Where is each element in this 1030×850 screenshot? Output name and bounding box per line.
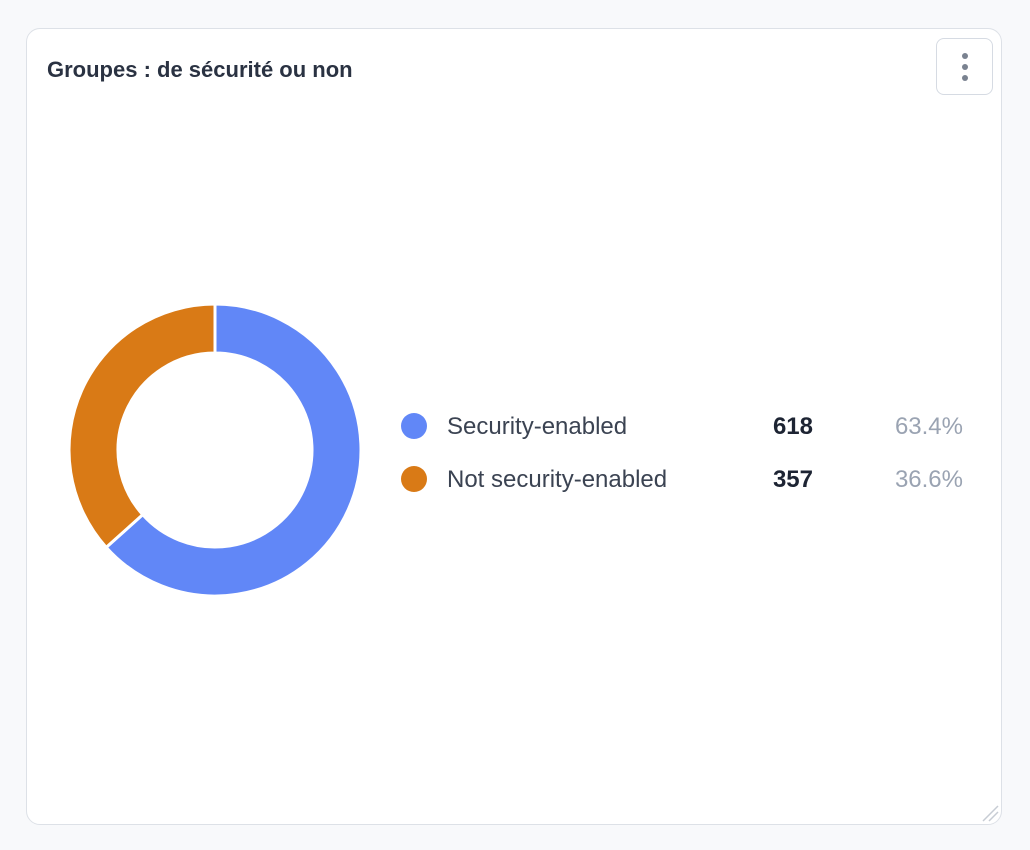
legend-label: Not security-enabled	[447, 466, 668, 493]
donut-slice-security-enabled[interactable]	[104, 302, 363, 598]
legend-value: 357	[772, 466, 813, 493]
chart-card: Groupes : de sécurité ou non Security-en…	[26, 28, 1002, 825]
legend-swatch-not-security-enabled	[401, 466, 427, 492]
donut-chart	[67, 302, 363, 598]
legend-item-security-enabled[interactable]: Security-enabled 618 63.4%	[401, 409, 971, 443]
legend-percent: 63.4%	[894, 413, 963, 440]
donut-slice-not-security-enabled[interactable]	[67, 302, 217, 550]
card-title: Groupes : de sécurité ou non	[47, 57, 353, 82]
resize-handle-icon[interactable]	[979, 802, 999, 822]
legend-item-not-security-enabled[interactable]: Not security-enabled 357 36.6%	[401, 462, 971, 496]
legend-label: Security-enabled	[447, 413, 628, 440]
more-options-button[interactable]	[936, 38, 993, 95]
more-vertical-icon-dot	[962, 64, 968, 70]
legend-value: 618	[772, 413, 813, 440]
more-vertical-icon	[962, 53, 968, 59]
legend-percent: 36.6%	[894, 466, 963, 493]
more-vertical-icon-dot	[962, 75, 968, 81]
legend-swatch-security-enabled	[401, 413, 427, 439]
